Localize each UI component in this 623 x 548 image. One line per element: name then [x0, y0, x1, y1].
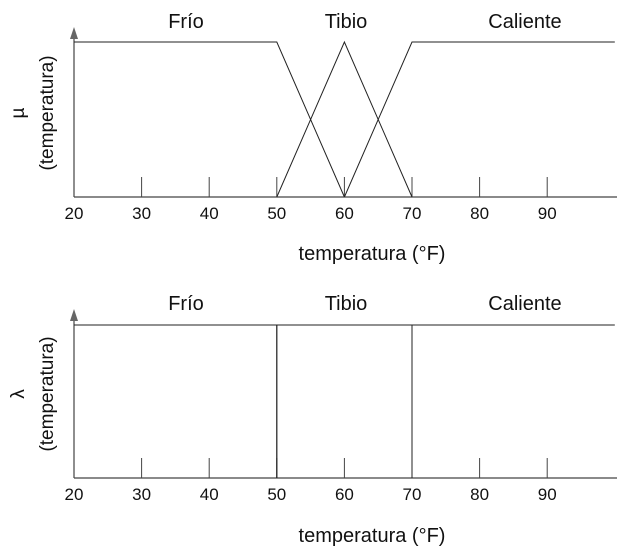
series-line-2 — [276, 324, 413, 478]
y-axis-arrow-icon — [70, 309, 78, 321]
series-line-3 — [343, 41, 615, 198]
set-label: Frío — [168, 293, 204, 315]
x-axis-title: temperatura (°F) — [299, 525, 446, 547]
series-line-1 — [74, 324, 278, 478]
x-tick-label: 40 — [200, 204, 219, 223]
x-tick-label: 40 — [200, 485, 219, 504]
set-label: Frío — [168, 11, 204, 33]
x-tick-label: 20 — [65, 204, 84, 223]
y-axis-symbol: µ — [8, 107, 29, 118]
series-line-1 — [74, 41, 345, 198]
y-axis-title: (temperatura) — [37, 336, 58, 451]
series-line-3 — [411, 324, 615, 478]
x-tick-label: 50 — [267, 204, 286, 223]
set-label: Caliente — [488, 293, 561, 315]
x-tick-label: 50 — [267, 485, 286, 504]
x-axis-title: temperatura (°F) — [299, 243, 446, 265]
x-tick-label: 30 — [132, 485, 151, 504]
chart-panel-2: 20 30 40 50 60 70 80 90 temperatura (°F) λ (temper… — [8, 293, 617, 547]
y-axis-title: (temperatura) — [37, 55, 58, 170]
set-label: Caliente — [488, 11, 561, 33]
set-label: Tibio — [325, 11, 368, 33]
set-label: Tibio — [325, 293, 368, 315]
chart-panel-1: 20 30 40 50 60 70 80 90 temperatura (°F) µ (temper… — [8, 11, 617, 265]
y-axis-symbol: λ — [8, 389, 29, 399]
x-tick-label: 60 — [335, 485, 354, 504]
x-tick-label: 70 — [403, 485, 422, 504]
y-axis-arrow-icon — [70, 27, 78, 39]
series-line-2 — [276, 40, 413, 198]
x-tick-label: 70 — [403, 204, 422, 223]
x-tick-label: 30 — [132, 204, 151, 223]
x-tick-label: 90 — [538, 485, 557, 504]
x-tick-label: 80 — [470, 485, 489, 504]
x-tick-label: 60 — [335, 204, 354, 223]
x-tick-label: 80 — [470, 204, 489, 223]
x-tick-label: 20 — [65, 485, 84, 504]
x-tick-label: 90 — [538, 204, 557, 223]
